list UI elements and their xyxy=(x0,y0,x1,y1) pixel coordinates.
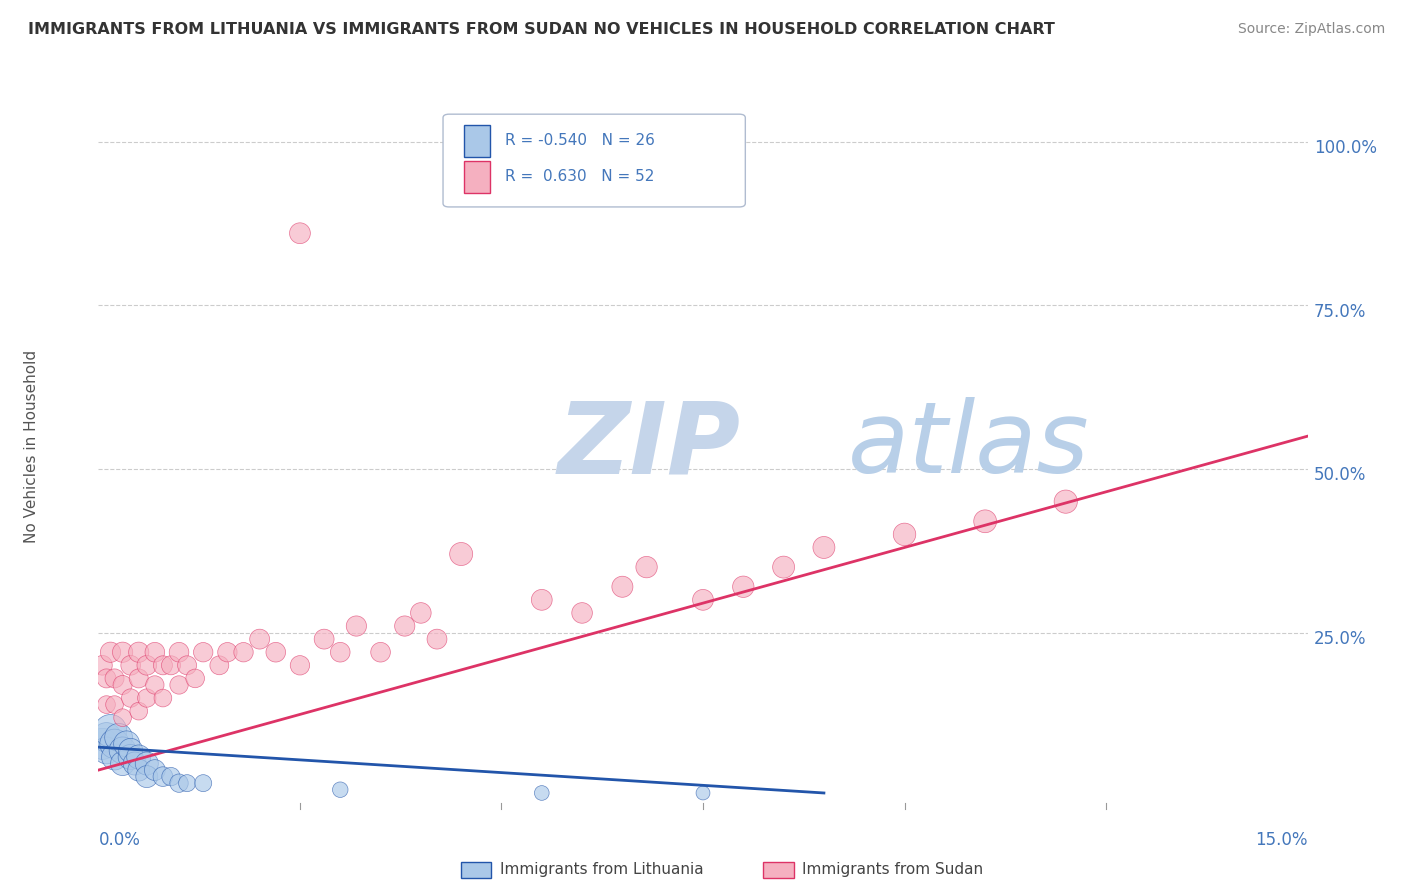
Text: Immigrants from Sudan: Immigrants from Sudan xyxy=(803,863,983,878)
Text: 25.0%: 25.0% xyxy=(1313,630,1367,648)
Point xyxy=(103,672,125,686)
Text: 75.0%: 75.0% xyxy=(1313,302,1367,321)
Point xyxy=(91,658,114,673)
Point xyxy=(167,645,190,659)
FancyBboxPatch shape xyxy=(763,862,794,878)
Text: atlas: atlas xyxy=(848,398,1090,494)
Point xyxy=(692,786,714,800)
Point xyxy=(96,731,118,745)
Point xyxy=(249,632,271,647)
Text: R =  0.630   N = 52: R = 0.630 N = 52 xyxy=(505,169,654,184)
Point xyxy=(409,606,432,620)
Point xyxy=(217,645,239,659)
Point xyxy=(394,619,416,633)
Point xyxy=(143,678,166,692)
Point xyxy=(450,547,472,561)
Point xyxy=(96,672,118,686)
Point xyxy=(329,782,352,797)
Point xyxy=(612,580,634,594)
Point xyxy=(120,750,142,764)
FancyBboxPatch shape xyxy=(443,114,745,207)
Text: Immigrants from Lithuania: Immigrants from Lithuania xyxy=(501,863,703,878)
Text: Source: ZipAtlas.com: Source: ZipAtlas.com xyxy=(1237,22,1385,37)
Text: No Vehicles in Household: No Vehicles in Household xyxy=(24,350,39,542)
Point xyxy=(135,691,157,706)
Point xyxy=(530,786,553,800)
Point xyxy=(193,645,215,659)
Point xyxy=(135,770,157,784)
FancyBboxPatch shape xyxy=(464,161,491,193)
FancyBboxPatch shape xyxy=(461,862,492,878)
Point xyxy=(124,756,146,771)
Point xyxy=(160,770,183,784)
Text: 0.0%: 0.0% xyxy=(98,831,141,849)
Point xyxy=(193,776,215,790)
Point xyxy=(128,645,150,659)
Point xyxy=(128,672,150,686)
Point xyxy=(128,763,150,777)
Point xyxy=(143,645,166,659)
Point xyxy=(152,770,174,784)
Point xyxy=(370,645,392,659)
Point xyxy=(152,658,174,673)
Point xyxy=(107,731,129,745)
Point xyxy=(530,592,553,607)
Point xyxy=(426,632,449,647)
Text: R = -0.540   N = 26: R = -0.540 N = 26 xyxy=(505,134,655,148)
Point xyxy=(974,514,997,528)
Point xyxy=(120,691,142,706)
Point xyxy=(176,776,198,790)
Point xyxy=(143,763,166,777)
Point xyxy=(184,672,207,686)
Point xyxy=(111,645,134,659)
Point xyxy=(288,658,311,673)
Point xyxy=(344,619,367,633)
Point xyxy=(100,723,122,738)
Point xyxy=(314,632,336,647)
Point xyxy=(103,737,125,751)
Point xyxy=(813,541,835,555)
Point xyxy=(1054,494,1077,508)
Point xyxy=(111,743,134,757)
Point xyxy=(115,737,138,751)
Point xyxy=(167,678,190,692)
Text: 50.0%: 50.0% xyxy=(1313,467,1367,484)
Text: 100.0%: 100.0% xyxy=(1313,139,1376,157)
Point xyxy=(111,711,134,725)
FancyBboxPatch shape xyxy=(464,125,491,157)
Point xyxy=(329,645,352,659)
Point xyxy=(636,560,658,574)
Point xyxy=(152,691,174,706)
Point xyxy=(264,645,287,659)
Point xyxy=(208,658,231,673)
Point xyxy=(100,645,122,659)
Point xyxy=(176,658,198,673)
Point xyxy=(96,698,118,712)
Point xyxy=(571,606,593,620)
Point xyxy=(111,678,134,692)
Text: IMMIGRANTS FROM LITHUANIA VS IMMIGRANTS FROM SUDAN NO VEHICLES IN HOUSEHOLD CORR: IMMIGRANTS FROM LITHUANIA VS IMMIGRANTS … xyxy=(28,22,1054,37)
Point xyxy=(120,743,142,757)
Point xyxy=(167,776,190,790)
Point xyxy=(232,645,254,659)
Point xyxy=(111,756,134,771)
Point xyxy=(128,704,150,718)
Point xyxy=(96,743,118,757)
Text: 15.0%: 15.0% xyxy=(1256,831,1308,849)
Point xyxy=(103,750,125,764)
Point xyxy=(772,560,794,574)
Point xyxy=(120,658,142,673)
Point xyxy=(91,737,114,751)
Point xyxy=(160,658,183,673)
Point xyxy=(103,698,125,712)
Point xyxy=(893,527,915,541)
Point xyxy=(692,592,714,607)
Point xyxy=(128,750,150,764)
Point xyxy=(733,580,755,594)
Point xyxy=(135,756,157,771)
Text: ZIP: ZIP xyxy=(558,398,741,494)
Point xyxy=(288,226,311,240)
Point xyxy=(135,658,157,673)
